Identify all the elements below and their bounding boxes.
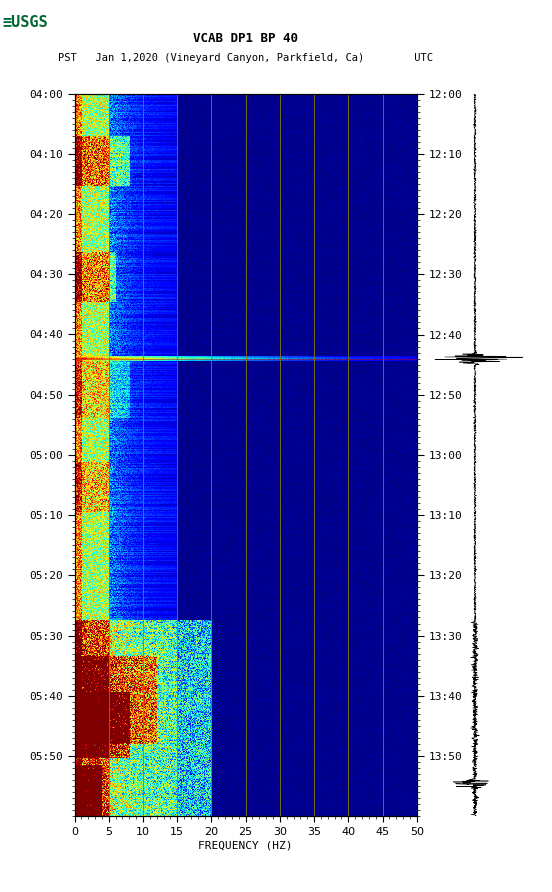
X-axis label: FREQUENCY (HZ): FREQUENCY (HZ) (198, 841, 293, 851)
Text: VCAB DP1 BP 40: VCAB DP1 BP 40 (193, 32, 298, 45)
Text: PST   Jan 1,2020 (Vineyard Canyon, Parkfield, Ca)        UTC: PST Jan 1,2020 (Vineyard Canyon, Parkfie… (58, 53, 433, 62)
Text: ≡USGS: ≡USGS (3, 15, 49, 29)
